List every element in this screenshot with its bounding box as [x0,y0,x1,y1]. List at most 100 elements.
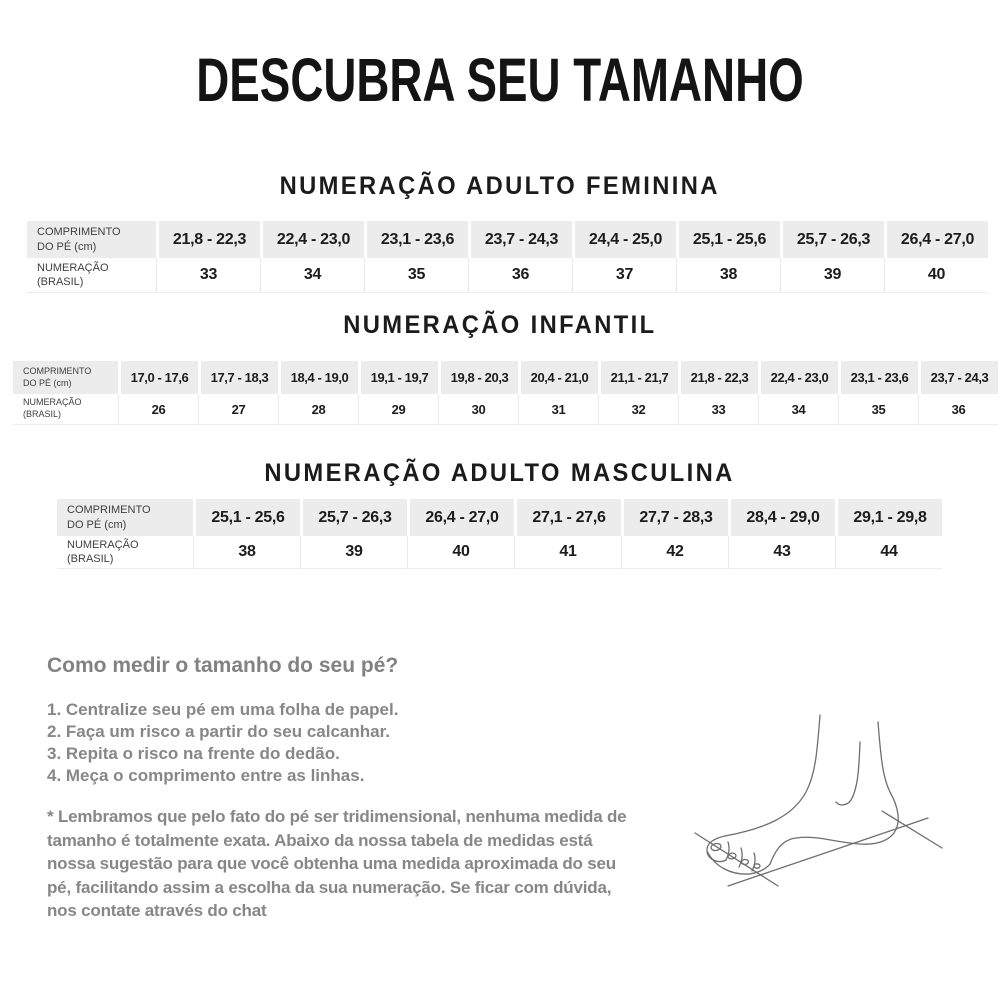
howto-step: 1. Centralize seu pé em uma folha de pap… [47,700,399,719]
howto-step: 4. Meça o comprimento entre as linhas. [47,766,365,785]
length-range-cell: 23,1 - 23,6 [838,361,918,394]
size-row-label: NUMERAÇÃO (BRASIL) [57,536,193,569]
length-range-cell: 21,1 - 21,7 [598,361,678,394]
size-number-cell: 30 [438,394,518,425]
size-number-cell: 35 [364,258,468,293]
table-row-labels: COMPRIMENTO DO PÉ (cm) NUMERAÇÃO (BRASIL) [57,499,193,569]
section-title-feminina: NUMERAÇÃO ADULTO FEMININA [279,172,721,200]
length-range-cell: 25,1 - 25,6 [676,221,780,258]
length-range-cell: 18,4 - 19,0 [278,361,358,394]
size-number-cell: 33 [156,258,260,293]
length-range-cell: 20,4 - 21,0 [518,361,598,394]
size-number-cell: 39 [300,536,407,569]
table-column: 25,7 - 26,3 39 [300,499,407,569]
table-column: 21,8 - 22,3 33 [678,361,758,425]
size-number-cell: 33 [678,394,758,425]
section-title-infantil: NUMERAÇÃO INFANTIL [343,311,657,339]
table-column: 19,8 - 20,3 30 [438,361,518,425]
size-number-cell: 37 [572,258,676,293]
size-table-feminina: COMPRIMENTO DO PÉ (cm) NUMERAÇÃO (BRASIL) … [27,221,988,293]
table-column: 24,4 - 25,0 37 [572,221,676,293]
table-column: 22,4 - 23,0 34 [260,221,364,293]
section-title-masculina: NUMERAÇÃO ADULTO MASCULINA [264,459,736,487]
table-column: 26,4 - 27,0 40 [407,499,514,569]
size-number-cell: 38 [676,258,780,293]
table-column: 18,4 - 19,0 28 [278,361,358,425]
length-range-cell: 27,7 - 28,3 [621,499,728,536]
size-row-label: NUMERAÇÃO (BRASIL) [13,394,118,425]
howto-section: Como medir o tamanho do seu pé? 1. Centr… [47,653,637,923]
size-number-cell: 43 [728,536,835,569]
table-column: 21,8 - 22,3 33 [156,221,260,293]
size-number-cell: 34 [260,258,364,293]
size-table-masculina: COMPRIMENTO DO PÉ (cm) NUMERAÇÃO (BRASIL) … [57,499,942,569]
size-number-cell: 28 [278,394,358,425]
length-range-cell: 21,8 - 22,3 [678,361,758,394]
table-column: 25,1 - 25,6 38 [676,221,780,293]
table-column: 17,0 - 17,6 26 [118,361,198,425]
size-row-label: NUMERAÇÃO (BRASIL) [27,258,156,293]
length-range-cell: 25,7 - 26,3 [300,499,407,536]
page-title: DESCUBRA SEU TAMANHO [196,46,804,114]
foot-measurement-illustration [694,714,943,887]
table-column: 23,7 - 24,3 36 [468,221,572,293]
length-range-cell: 23,7 - 24,3 [918,361,998,394]
size-number-cell: 35 [838,394,918,425]
table-column: 23,1 - 23,6 35 [364,221,468,293]
table-column: 29,1 - 29,8 44 [835,499,942,569]
length-range-cell: 27,1 - 27,6 [514,499,621,536]
length-row-label: COMPRIMENTO DO PÉ (cm) [57,499,193,536]
table-row-labels: COMPRIMENTO DO PÉ (cm) NUMERAÇÃO (BRASIL) [13,361,118,425]
length-range-cell: 23,7 - 24,3 [468,221,572,258]
size-table-infantil: COMPRIMENTO DO PÉ (cm) NUMERAÇÃO (BRASIL) … [13,361,998,425]
length-range-cell: 26,4 - 27,0 [407,499,514,536]
size-number-cell: 41 [514,536,621,569]
size-number-cell: 27 [198,394,278,425]
table-column: 23,1 - 23,6 35 [838,361,918,425]
size-number-cell: 36 [468,258,572,293]
length-range-cell: 29,1 - 29,8 [835,499,942,536]
length-range-cell: 24,4 - 25,0 [572,221,676,258]
length-range-cell: 21,8 - 22,3 [156,221,260,258]
length-row-label: COMPRIMENTO DO PÉ (cm) [27,221,156,258]
size-number-cell: 32 [598,394,678,425]
length-range-cell: 25,7 - 26,3 [780,221,884,258]
length-range-cell: 26,4 - 27,0 [884,221,988,258]
size-number-cell: 26 [118,394,198,425]
table-column: 26,4 - 27,0 40 [884,221,988,293]
howto-step: 3. Repita o risco na frente do dedão. [47,744,340,763]
size-number-cell: 39 [780,258,884,293]
size-number-cell: 34 [758,394,838,425]
length-range-cell: 23,1 - 23,6 [364,221,468,258]
length-range-cell: 19,1 - 19,7 [358,361,438,394]
length-range-cell: 25,1 - 25,6 [193,499,300,536]
size-number-cell: 31 [518,394,598,425]
length-row-label: COMPRIMENTO DO PÉ (cm) [13,361,118,394]
length-range-cell: 17,0 - 17,6 [118,361,198,394]
table-column: 21,1 - 21,7 32 [598,361,678,425]
disclaimer-note: * Lembramos que pelo fato do pé ser trid… [47,807,627,920]
table-row-labels: COMPRIMENTO DO PÉ (cm) NUMERAÇÃO (BRASIL) [27,221,156,293]
size-number-cell: 38 [193,536,300,569]
table-column: 27,7 - 28,3 42 [621,499,728,569]
table-column: 20,4 - 21,0 31 [518,361,598,425]
table-column: 25,7 - 26,3 39 [780,221,884,293]
length-range-cell: 17,7 - 18,3 [198,361,278,394]
length-range-cell: 19,8 - 20,3 [438,361,518,394]
length-range-cell: 28,4 - 29,0 [728,499,835,536]
table-column: 22,4 - 23,0 34 [758,361,838,425]
table-column: 28,4 - 29,0 43 [728,499,835,569]
length-range-cell: 22,4 - 23,0 [260,221,364,258]
howto-step: 2. Faça um risco a partir do seu calcanh… [47,722,390,741]
size-number-cell: 42 [621,536,728,569]
table-column: 23,7 - 24,3 36 [918,361,998,425]
length-range-cell: 22,4 - 23,0 [758,361,838,394]
size-number-cell: 40 [407,536,514,569]
table-column: 25,1 - 25,6 38 [193,499,300,569]
table-column: 27,1 - 27,6 41 [514,499,621,569]
howto-heading: Como medir o tamanho do seu pé? [47,654,399,677]
size-number-cell: 29 [358,394,438,425]
table-column: 19,1 - 19,7 29 [358,361,438,425]
size-number-cell: 40 [884,258,988,293]
